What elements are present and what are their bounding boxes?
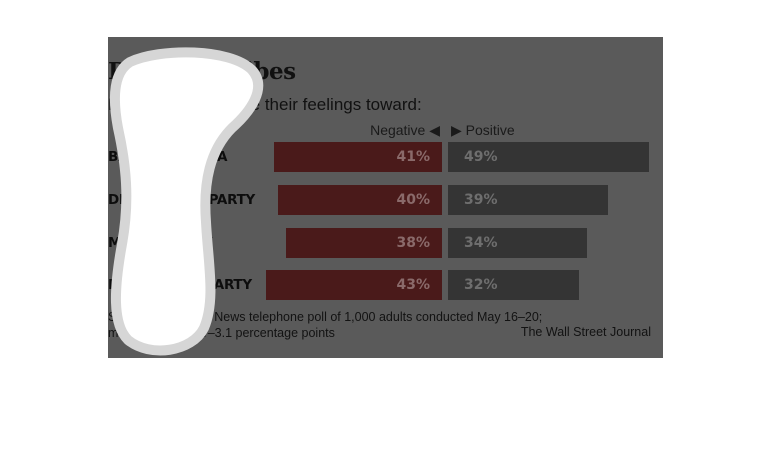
category-label: REPUBLICAN PARTY — [108, 277, 252, 293]
positive-bar — [448, 228, 588, 258]
positive-bar — [448, 185, 608, 215]
positive-value-label: 34% — [464, 235, 498, 251]
source-note: Source: WSJ/NBC News telephone poll of 1… — [108, 309, 542, 341]
source-line-2: margin of error: +/–3.1 percentage point… — [108, 326, 335, 340]
category-label: DEMOCRATIC PARTY — [108, 192, 255, 208]
negative-bar — [273, 142, 442, 172]
negative-value-label: 41% — [396, 149, 430, 165]
negative-value-label: 43% — [396, 277, 430, 293]
negative-bar — [265, 270, 442, 300]
category-label: MITT ROMNEY — [108, 235, 213, 251]
negative-bar — [278, 185, 442, 215]
negative-value-label: 38% — [396, 235, 430, 251]
chart-subtitle: How Americans rate their feelings toward… — [108, 95, 422, 114]
credit-line: The Wall Street Journal — [520, 325, 651, 339]
chart-title: Different Vibes — [108, 58, 296, 85]
source-line-1: Source: WSJ/NBC News telephone poll of 1… — [108, 310, 543, 324]
negative-value-label: 40% — [396, 192, 430, 208]
positive-bar — [448, 270, 580, 300]
category-label: BARACK OBAMA — [108, 149, 228, 165]
positive-value-label: 39% — [464, 192, 498, 208]
legend-positive: ▶ Positive — [451, 122, 515, 138]
positive-value-label: 32% — [464, 277, 498, 293]
negative-bar — [286, 228, 442, 258]
positive-bar — [448, 142, 649, 172]
positive-value-label: 49% — [464, 149, 498, 165]
legend-negative: Negative ◀ — [370, 122, 440, 138]
